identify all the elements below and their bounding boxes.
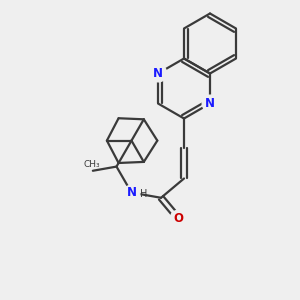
Text: CH₃: CH₃ bbox=[83, 160, 100, 169]
Text: H: H bbox=[140, 189, 147, 199]
Text: N: N bbox=[153, 67, 163, 80]
Text: N: N bbox=[127, 186, 136, 199]
Text: N: N bbox=[205, 97, 215, 110]
Text: O: O bbox=[173, 212, 183, 225]
